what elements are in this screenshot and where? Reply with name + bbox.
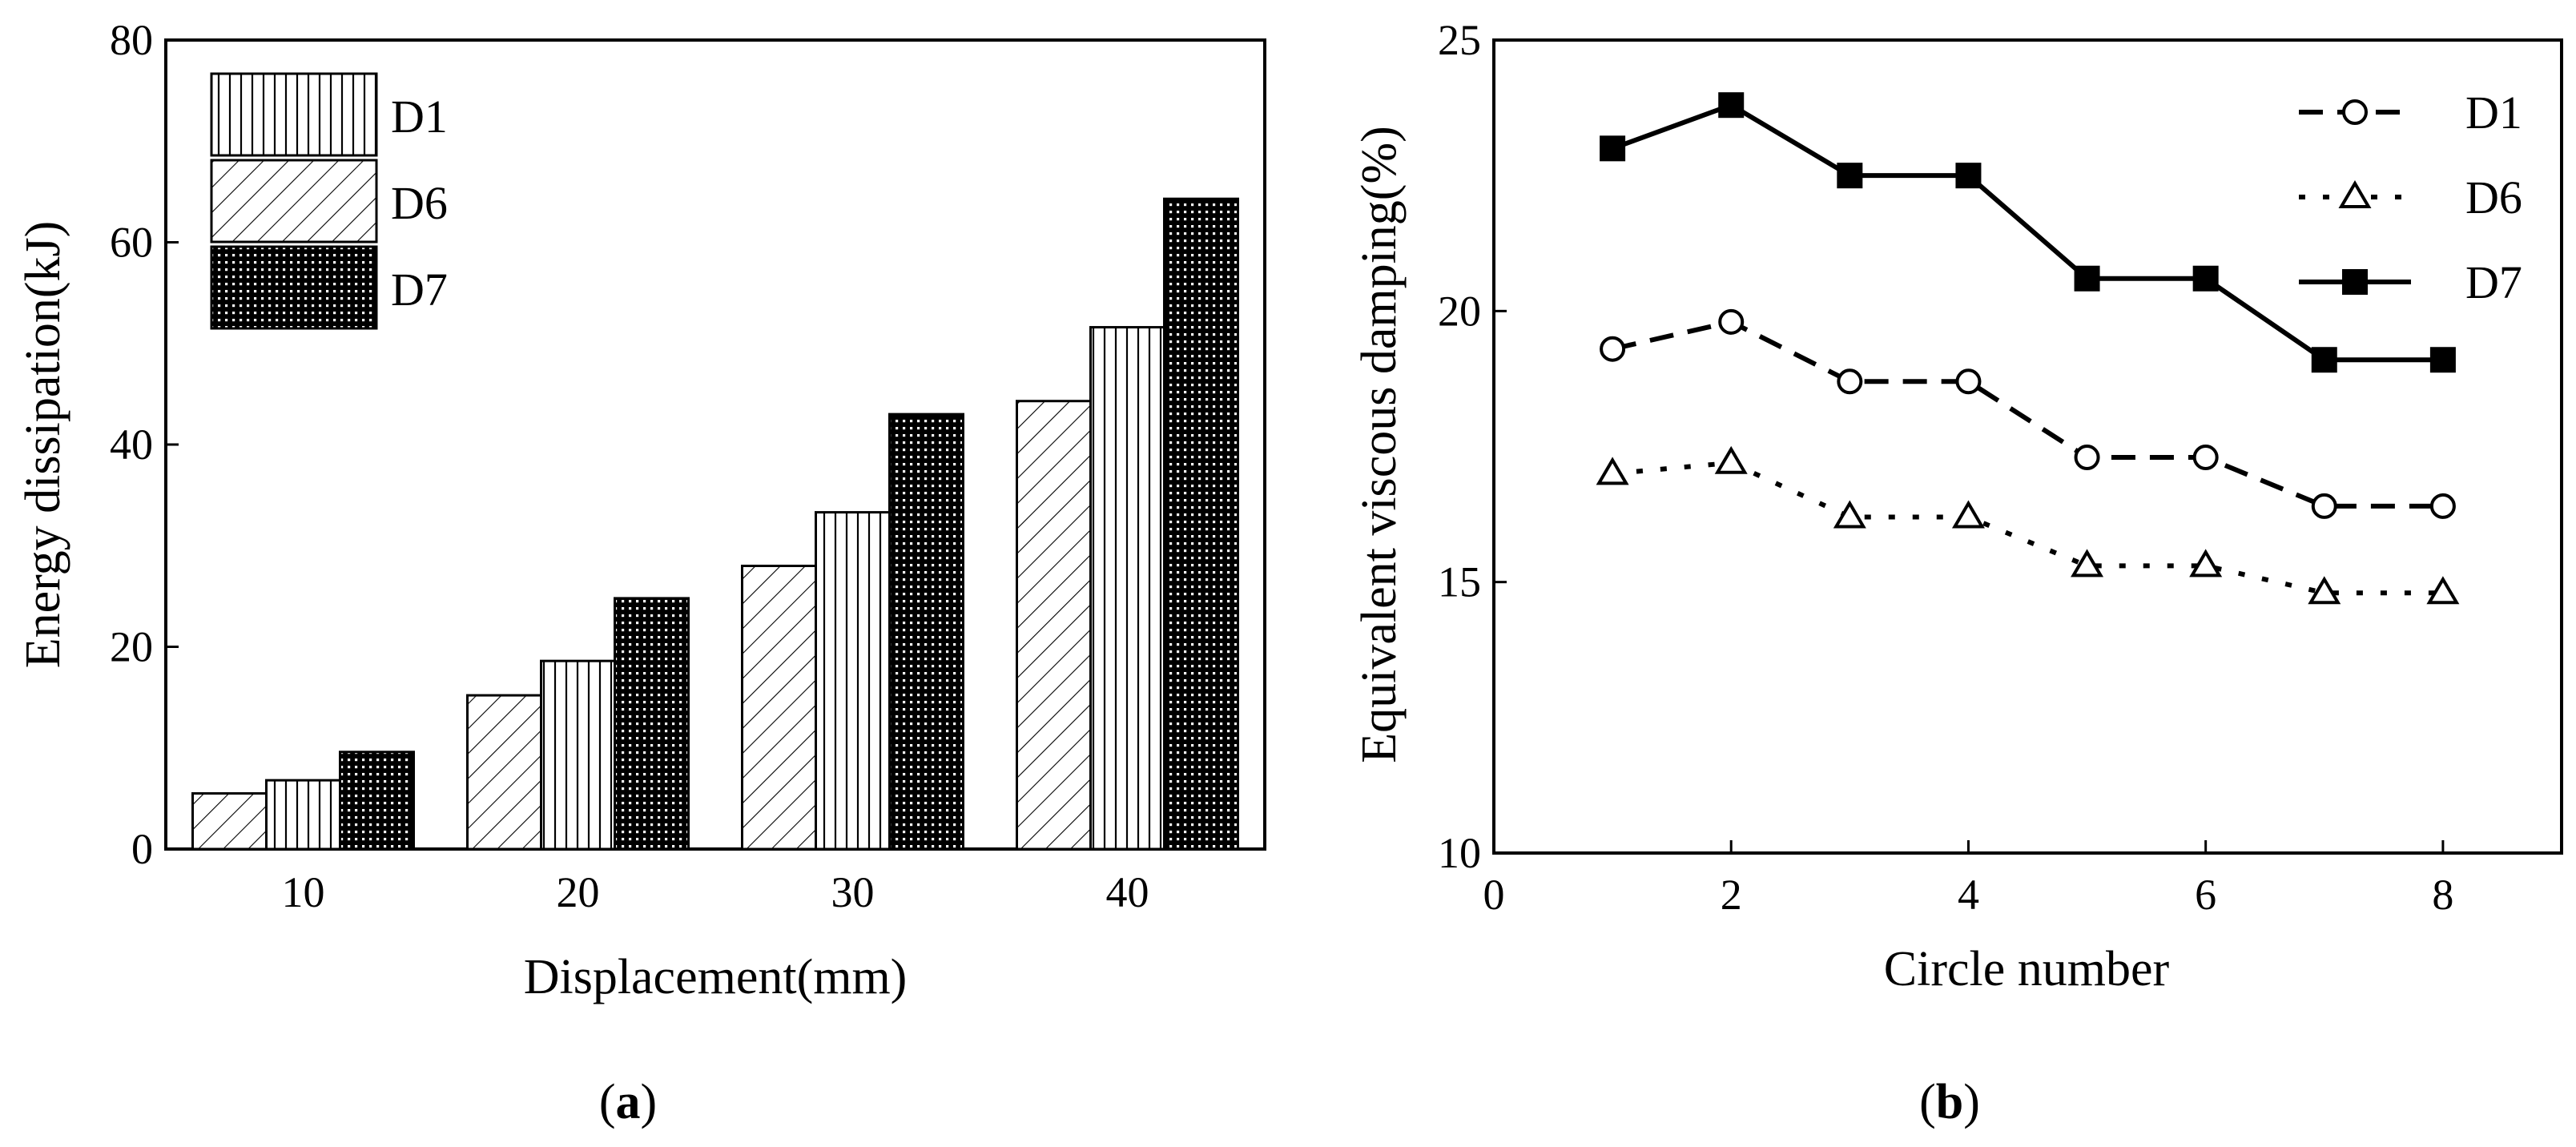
panel-b-line-chart: 0 2 4 6 8 10 15 20 25 D1 D6 D7 Circle number Equiv…: [1352, 16, 2563, 1129]
panel-b-label: b: [1936, 1075, 1963, 1129]
legend-a: D1 D6 D7: [210, 72, 448, 330]
panel-a-caption: (a): [599, 1075, 657, 1129]
y-tick-label-b: 10: [1438, 829, 1481, 877]
bars-a: 10 20 30 40: [191, 197, 1239, 916]
y-tick-label-a: 0: [131, 825, 153, 873]
point-d1: [2192, 445, 2219, 471]
legend-label-a-d1: D1: [391, 91, 448, 143]
legend-swatch-a-d6: [210, 159, 378, 243]
point-d6: [2426, 576, 2460, 605]
y-tick-label-a: 20: [110, 623, 153, 671]
point-d6: [1714, 445, 1748, 474]
bar-d6-30: [741, 565, 817, 851]
point-d7: [1837, 163, 1863, 189]
point-d7: [1600, 135, 1626, 162]
bar-d1-40: [1089, 326, 1165, 851]
bar-d1-30: [815, 511, 891, 851]
point-d1: [2311, 493, 2337, 519]
legend-label-a-d6: D6: [391, 177, 448, 229]
point-d7: [2192, 265, 2219, 292]
panel-a-label: a: [616, 1075, 641, 1129]
legend-marker-b-d6: [2338, 180, 2372, 208]
point-d1: [2429, 493, 2456, 519]
legend-swatch-a-d1: [210, 72, 378, 157]
point-d1: [2074, 445, 2100, 471]
series-lines-b: [1596, 92, 2460, 605]
y-axis-title-a: Energy dissipation(kJ): [16, 221, 70, 669]
point-d6: [1596, 457, 1629, 485]
point-d1: [1718, 308, 1745, 335]
point-d7: [2429, 347, 2456, 373]
y-tick-label-a: 40: [110, 421, 153, 469]
plot-b-frame: [1492, 38, 2563, 855]
panel-b-caption: (b): [1919, 1075, 1980, 1129]
point-d1: [1837, 368, 1863, 395]
x-tick-label-b: 0: [1483, 871, 1505, 919]
y-tick-label-a: 80: [110, 16, 153, 64]
x-tick-label-a: 30: [831, 868, 875, 916]
x-tick-label-b: 2: [1721, 871, 1742, 919]
bar-d6-10: [191, 792, 268, 851]
point-d6: [2071, 549, 2104, 578]
y-axis-title-b: Equivalent viscous damping(%): [1352, 126, 1407, 763]
point-d6: [2308, 576, 2341, 605]
panel-a-bar-chart: 0 20 40 60 80 10 20 30 40 D1 D6 D7 Displacement(m…: [16, 16, 1266, 1129]
line-d6: [1612, 460, 2443, 596]
point-d6: [2189, 549, 2223, 578]
point-d7: [1718, 92, 1745, 119]
point-d7: [2074, 265, 2100, 292]
x-tick-label-a: 20: [557, 868, 600, 916]
line-d1: [1612, 319, 2443, 509]
legend-marker-b-d7: [2342, 269, 2368, 295]
line-d7: [1612, 102, 2443, 363]
x-axis-title-a: Displacement(mm): [524, 950, 908, 1004]
point-d1: [1955, 368, 1982, 395]
legend-label-b-d6: D6: [2465, 171, 2522, 223]
axis-ticks-b: 0 2 4 6 8 10 15 20 25: [1438, 16, 2453, 919]
bar-d7-30: [888, 413, 964, 851]
y-tick-label-b: 25: [1438, 16, 1481, 64]
bar-d1-20: [540, 659, 616, 851]
legend-marker-b-d1: [2342, 99, 2368, 125]
bar-d7-20: [614, 597, 690, 851]
legend-label-b-d7: D7: [2465, 256, 2522, 308]
bar-d6-20: [466, 694, 542, 851]
x-tick-label-b: 6: [2195, 871, 2216, 919]
point-d6: [1833, 500, 1866, 529]
legend-label-a-d7: D7: [391, 264, 448, 316]
legend-swatch-a-d7: [210, 245, 378, 330]
y-tick-label-a: 60: [110, 219, 153, 267]
point-d7: [2311, 347, 2337, 373]
x-tick-label-b: 8: [2432, 871, 2453, 919]
legend-b: D1 D6 D7: [2299, 87, 2522, 308]
point-d1: [1600, 336, 1626, 362]
point-d6: [1951, 500, 1985, 529]
x-tick-label-a: 40: [1106, 868, 1149, 916]
bar-d6-40: [1016, 400, 1092, 851]
x-axis-title-b: Circle number: [1884, 942, 2170, 996]
y-tick-label-b: 20: [1438, 287, 1481, 335]
x-tick-label-a: 10: [282, 868, 325, 916]
x-tick-label-b: 4: [1958, 871, 1979, 919]
y-axis-ticks-a: 0 20 40 60 80: [110, 16, 179, 873]
bar-d7-10: [339, 751, 415, 851]
point-d7: [1955, 163, 1982, 189]
bar-d1-10: [265, 779, 341, 851]
bar-d7-40: [1163, 197, 1239, 851]
y-tick-label-b: 15: [1438, 558, 1481, 606]
legend-label-b-d1: D1: [2465, 87, 2522, 139]
